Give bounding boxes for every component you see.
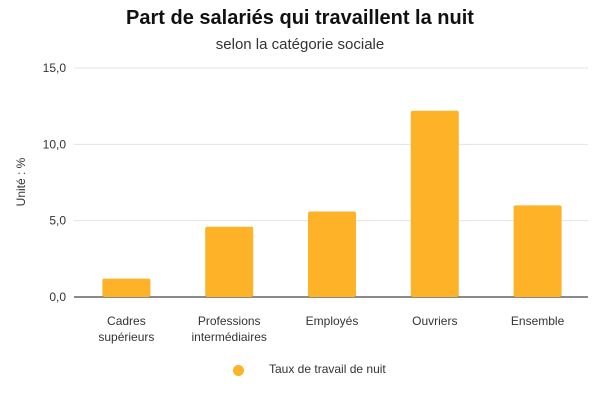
y-tick-label: 5,0	[49, 214, 66, 228]
y-tick-label: 0,0	[49, 290, 66, 304]
x-tick-label: Ensemble	[511, 314, 565, 328]
x-tick-label: Employés	[306, 314, 359, 328]
chart-title: Part de salariés qui travaillent la nuit	[126, 7, 474, 29]
x-tick-label: Cadres	[107, 314, 146, 328]
x-tick-label: supérieurs	[98, 330, 154, 344]
x-tick-label: Professions	[198, 314, 261, 328]
bar	[513, 205, 562, 297]
bar	[102, 278, 151, 297]
legend: Taux de travail de nuit	[0, 361, 600, 379]
y-axis-label: Unité : %	[14, 157, 28, 206]
bar	[308, 211, 356, 297]
y-tick-label: 10,0	[43, 137, 67, 151]
y-tick-label: 15,0	[43, 61, 67, 75]
legend-swatch	[233, 365, 244, 376]
x-tick-label: intermédiaires	[192, 330, 267, 344]
bar	[205, 226, 254, 297]
legend-label: Taux de travail de nuit	[269, 362, 386, 376]
x-tick-label: Ouvriers	[412, 314, 457, 328]
bar	[410, 110, 459, 297]
chart-subtitle: selon la catégorie sociale	[215, 36, 385, 53]
